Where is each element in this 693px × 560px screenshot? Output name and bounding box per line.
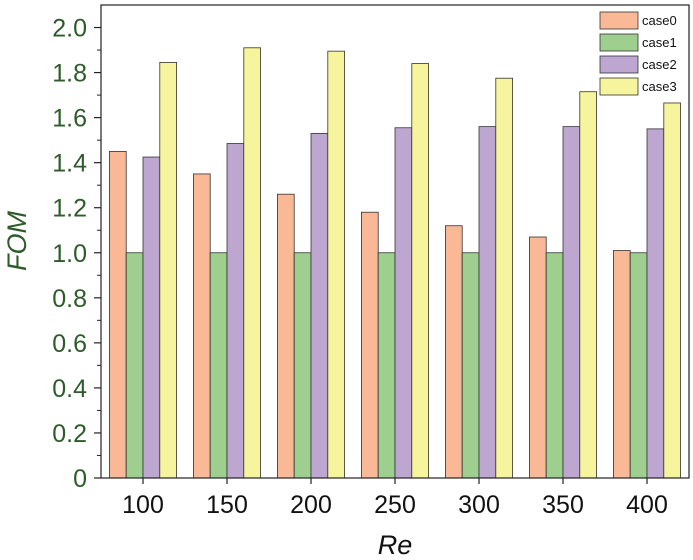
- y-tick-label: 0.4: [52, 375, 87, 403]
- bar-case3-250: [411, 63, 429, 479]
- bar-case0-100: [109, 151, 127, 479]
- legend-label-case1: case1: [642, 35, 677, 50]
- bar-case0-300: [444, 225, 463, 479]
- legend: case0 case1 case2 case3: [599, 11, 677, 96]
- bar-case2-100: [142, 156, 161, 479]
- y-tick-label: 2.0: [52, 15, 87, 43]
- bar-case0-250: [360, 211, 379, 479]
- y-tick-label: 0.2: [52, 420, 87, 448]
- y-axis-label: FOM: [2, 211, 32, 271]
- y-tick-label: 1.8: [52, 60, 87, 88]
- bar-case0-200: [276, 193, 295, 479]
- bar-case0-400: [613, 250, 631, 479]
- legend-label-case3: case3: [642, 79, 677, 94]
- x-tick-label: 300: [458, 491, 500, 519]
- legend-swatch-case2: [599, 55, 639, 74]
- y-tick-label: 1.6: [52, 105, 87, 133]
- legend-swatch-case1: [599, 33, 639, 52]
- bar-case1-350: [545, 252, 564, 479]
- y-tick-label: 0.8: [52, 285, 87, 313]
- bar-case3-400: [663, 102, 681, 479]
- y-axis: 0 0.2 0.4 0.6 0.8 1.0 1.2 1.4 1.6 1.8 2.0: [52, 15, 101, 493]
- bar-case2-200: [310, 132, 329, 479]
- bar-case3-100: [159, 62, 178, 479]
- legend-label-case0: case0: [642, 13, 677, 28]
- bar-case3-200: [327, 50, 345, 479]
- x-tick-label: 100: [122, 491, 164, 519]
- legend-swatch-case3: [599, 77, 639, 96]
- bar-case2-150: [226, 143, 245, 479]
- y-tick-label: 0: [73, 465, 87, 493]
- bar-case1-300: [461, 252, 480, 479]
- x-tick-label: 150: [206, 491, 248, 519]
- bar-case1-100: [125, 252, 144, 479]
- y-tick-label: 1.4: [52, 150, 87, 178]
- bar-case1-400: [629, 252, 648, 479]
- y-tick-label: 1.0: [52, 240, 87, 268]
- y-tick-label: 0.6: [52, 330, 87, 358]
- x-tick-label: 400: [626, 491, 668, 519]
- x-tick-label: 250: [374, 491, 416, 519]
- legend-swatch-case0: [599, 11, 639, 30]
- bar-case1-250: [377, 252, 396, 479]
- bar-case1-150: [209, 252, 228, 479]
- bar-case1-200: [293, 252, 312, 479]
- x-axis-label: Re: [378, 530, 413, 560]
- bar-case2-350: [562, 126, 581, 479]
- y-tick-label: 1.2: [52, 195, 87, 223]
- bar-case2-300: [478, 126, 497, 479]
- bar-case2-400: [646, 128, 665, 479]
- bar-case3-350: [579, 91, 597, 479]
- bar-case3-300: [495, 77, 513, 479]
- bars-layer: [109, 47, 681, 479]
- bar-case0-150: [192, 173, 211, 479]
- legend-label-case2: case2: [642, 57, 677, 72]
- x-tick-label: 200: [290, 491, 332, 519]
- bar-case2-250: [394, 127, 413, 479]
- bar-case3-150: [243, 47, 262, 479]
- x-axis: 100 150 200 250 300 350 400: [122, 478, 668, 519]
- x-tick-label: 350: [542, 491, 584, 519]
- bar-case0-350: [529, 236, 547, 479]
